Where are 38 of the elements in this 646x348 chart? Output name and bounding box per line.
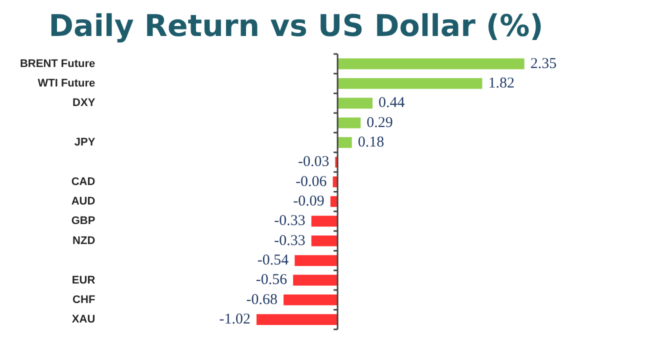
data-label: 1.82 <box>488 75 514 92</box>
data-label: -0.03 <box>298 154 330 170</box>
y-tick-label: JPY <box>74 136 96 149</box>
data-label: 0.44 <box>378 95 406 112</box>
data-label: 0.18 <box>358 134 384 150</box>
bar <box>294 255 338 266</box>
y-tick-label: CHF <box>72 294 96 306</box>
y-tick-label: CAD <box>71 176 96 188</box>
bar <box>338 137 352 148</box>
bar <box>330 196 338 207</box>
data-label: -0.06 <box>296 174 328 190</box>
data-label: -1.02 <box>219 312 251 328</box>
y-tick-label: NZD <box>72 234 96 247</box>
bar <box>338 117 361 128</box>
y-tick-label: DXY <box>72 97 96 110</box>
bar <box>311 235 338 246</box>
bar <box>311 216 338 227</box>
data-label: 0.29 <box>366 114 393 131</box>
y-tick-label: BRENT Future <box>20 58 96 70</box>
bar <box>293 274 338 286</box>
y-tick-label: EUR <box>72 274 96 286</box>
y-tick-label: AUD <box>71 196 96 208</box>
bar <box>256 314 338 325</box>
data-label: -0.33 <box>274 213 306 230</box>
data-label: -0.68 <box>246 292 278 308</box>
data-label: -0.54 <box>257 252 290 268</box>
y-tick-label: GBP <box>71 215 96 228</box>
data-label: 2.35 <box>530 56 557 72</box>
y-tick-label: XAU <box>72 314 96 326</box>
bar <box>338 58 524 70</box>
chart-title: Daily Return vs US Dollar (%) <box>48 8 544 44</box>
y-tick-label: WTI Future <box>38 78 96 90</box>
data-label: -0.33 <box>274 232 306 249</box>
data-label: -0.56 <box>256 272 288 288</box>
bar <box>338 78 482 89</box>
bar <box>284 294 338 306</box>
bar <box>338 98 373 109</box>
data-label: -0.09 <box>293 193 324 210</box>
